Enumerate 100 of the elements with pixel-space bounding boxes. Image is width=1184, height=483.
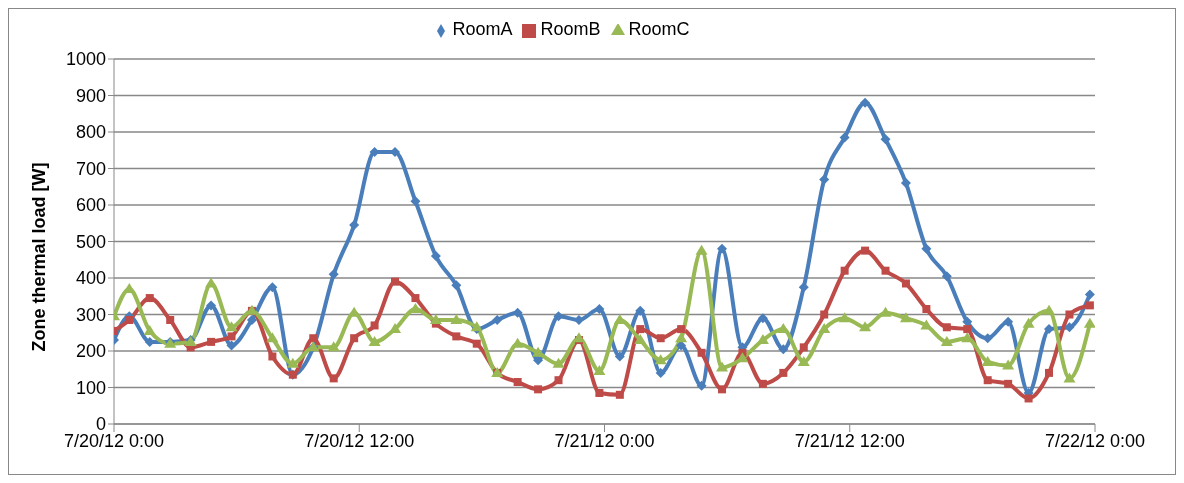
point xyxy=(940,335,953,346)
point xyxy=(286,357,299,368)
point xyxy=(552,357,565,368)
point xyxy=(492,314,503,325)
point xyxy=(798,282,809,293)
point xyxy=(125,315,134,324)
point xyxy=(411,294,420,303)
point xyxy=(166,315,175,324)
point xyxy=(1064,322,1075,333)
point xyxy=(615,390,624,399)
point xyxy=(1022,317,1035,328)
point xyxy=(472,339,481,348)
point xyxy=(594,304,605,315)
point xyxy=(696,380,707,391)
point xyxy=(859,321,872,332)
y-axis-title: Zone thermal load [W] xyxy=(29,162,50,352)
point xyxy=(513,378,522,387)
point xyxy=(921,243,932,254)
point xyxy=(1084,289,1095,300)
point xyxy=(533,355,544,366)
point xyxy=(1043,304,1056,315)
point xyxy=(328,269,339,280)
point xyxy=(227,332,236,341)
point xyxy=(963,325,972,334)
y-tick-label: 700 xyxy=(75,158,106,179)
point xyxy=(329,374,338,383)
point xyxy=(983,376,992,385)
point xyxy=(452,332,461,341)
point xyxy=(920,319,933,330)
point xyxy=(1045,368,1054,377)
point xyxy=(718,385,727,394)
point xyxy=(880,134,891,145)
point xyxy=(799,343,808,352)
point xyxy=(246,314,257,325)
point xyxy=(677,325,686,334)
point xyxy=(1063,372,1076,383)
point xyxy=(226,340,237,351)
point xyxy=(554,376,563,385)
point xyxy=(941,271,952,282)
point xyxy=(595,388,604,397)
point xyxy=(410,196,421,207)
y-tick-label: 800 xyxy=(75,122,106,143)
point xyxy=(593,365,606,376)
point xyxy=(1002,359,1015,370)
point xyxy=(901,279,910,288)
point xyxy=(922,305,931,314)
x-tick-label: 7/20/12 12:00 xyxy=(304,430,415,451)
point xyxy=(512,307,523,318)
point xyxy=(758,379,767,388)
point xyxy=(881,266,890,275)
point xyxy=(225,321,238,332)
point xyxy=(145,294,154,303)
point xyxy=(1003,316,1014,327)
point xyxy=(655,367,666,378)
point xyxy=(899,312,912,323)
point xyxy=(309,334,318,343)
point xyxy=(268,352,277,361)
point xyxy=(697,348,706,357)
point xyxy=(840,266,849,275)
point xyxy=(634,334,647,345)
point xyxy=(654,354,667,365)
point xyxy=(675,332,688,343)
point xyxy=(820,310,829,319)
point xyxy=(391,277,400,286)
point xyxy=(818,323,831,334)
point xyxy=(451,280,462,291)
point xyxy=(1024,394,1033,403)
point xyxy=(838,312,851,323)
point xyxy=(327,341,340,352)
point xyxy=(861,246,870,255)
point xyxy=(860,97,871,108)
y-tick-label: 900 xyxy=(75,85,106,106)
point xyxy=(1085,301,1094,310)
point xyxy=(368,335,381,346)
point xyxy=(349,220,360,231)
legend-label: RoomC xyxy=(628,19,690,39)
point xyxy=(430,251,441,262)
point xyxy=(778,344,789,355)
point xyxy=(206,300,217,311)
point xyxy=(1083,317,1095,328)
point xyxy=(534,385,543,394)
y-tick-label: 500 xyxy=(75,231,106,252)
point xyxy=(900,178,911,189)
point xyxy=(636,325,645,334)
point xyxy=(266,332,279,343)
point xyxy=(389,323,402,334)
point xyxy=(350,334,359,343)
y-tick-label: 100 xyxy=(75,377,106,398)
point xyxy=(695,244,708,255)
point xyxy=(1065,310,1074,319)
legend-label: RoomB xyxy=(540,19,601,39)
y-tick-label: 600 xyxy=(75,195,106,216)
point xyxy=(205,277,218,288)
y-tick-label: 200 xyxy=(75,341,106,362)
point xyxy=(267,282,278,293)
point xyxy=(429,313,442,324)
point xyxy=(757,313,768,324)
point xyxy=(635,305,646,316)
point xyxy=(656,334,665,343)
point xyxy=(143,324,156,335)
